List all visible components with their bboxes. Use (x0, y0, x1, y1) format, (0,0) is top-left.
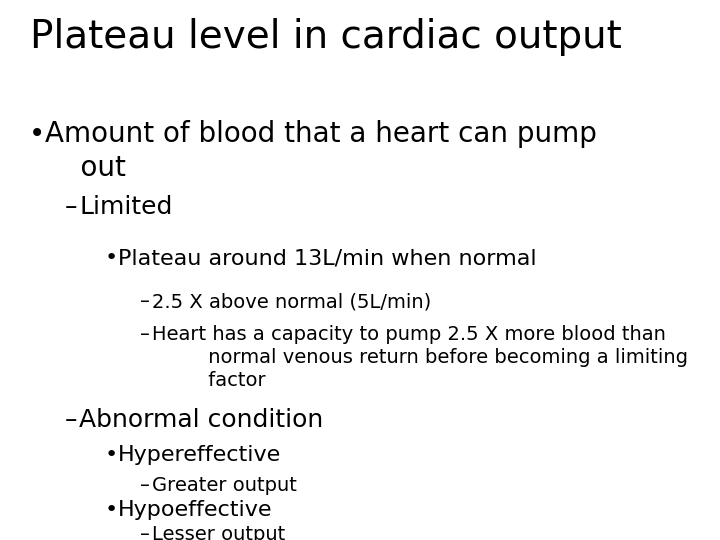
Text: Plateau around 13L/min when normal: Plateau around 13L/min when normal (117, 248, 536, 268)
Text: Hypoeffective: Hypoeffective (117, 500, 272, 520)
Text: –: – (140, 325, 150, 344)
Text: Greater output: Greater output (152, 476, 297, 495)
Text: •: • (104, 248, 117, 268)
Text: 2.5 X above normal (5L/min): 2.5 X above normal (5L/min) (152, 292, 431, 311)
Text: Heart has a capacity to pump 2.5 X more blood than
         normal venous return: Heart has a capacity to pump 2.5 X more … (152, 325, 688, 389)
Text: Abnormal condition: Abnormal condition (79, 408, 324, 432)
Text: Limited: Limited (79, 195, 173, 219)
Text: –: – (65, 408, 77, 432)
Text: •: • (104, 500, 117, 520)
Text: –: – (140, 476, 150, 495)
Text: Plateau level in cardiac output: Plateau level in cardiac output (30, 18, 622, 56)
Text: –: – (140, 525, 150, 540)
Text: Hypereffective: Hypereffective (117, 445, 281, 465)
Text: •: • (29, 120, 45, 148)
Text: Amount of blood that a heart can pump
    out: Amount of blood that a heart can pump ou… (45, 120, 597, 181)
Text: –: – (65, 195, 77, 219)
Text: Lesser output: Lesser output (152, 525, 285, 540)
Text: –: – (140, 292, 150, 311)
Text: •: • (104, 445, 117, 465)
